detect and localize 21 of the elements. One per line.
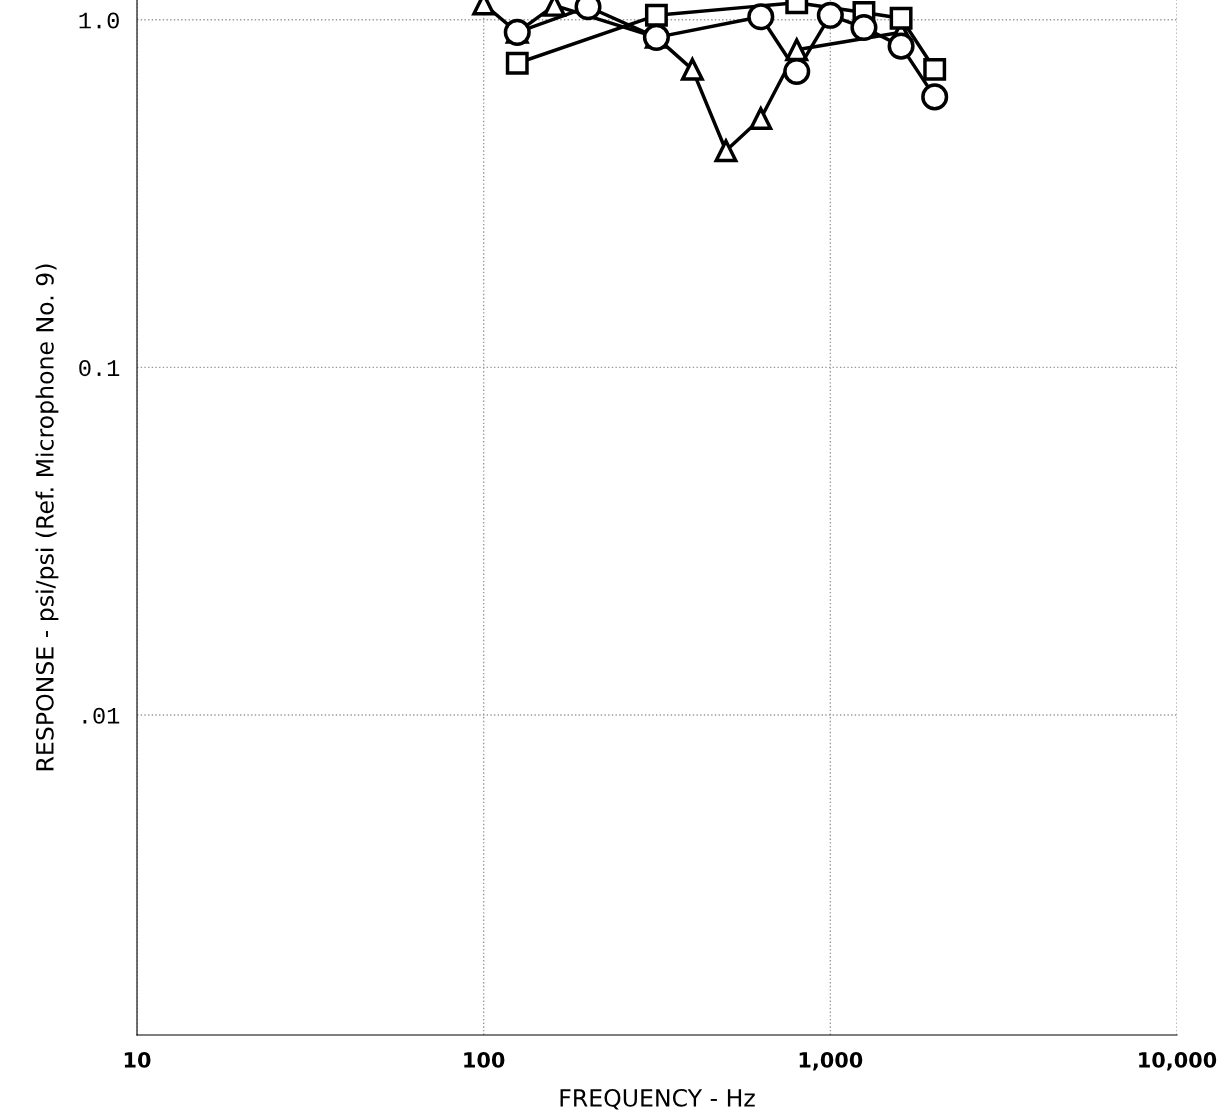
point [749, 107, 773, 130]
point [505, 51, 529, 75]
point [921, 83, 949, 111]
point [714, 139, 738, 163]
y-axis-title: RESPONSE - psi/psi (Ref. Microphone No. 9) [35, 264, 59, 771]
x-axis-title: FREQUENCY - Hz [560, 1088, 755, 1110]
y-tick-label: 0.1 [79, 360, 120, 377]
point [889, 6, 913, 30]
point [887, 32, 915, 60]
point [679, 55, 705, 81]
point [644, 3, 668, 27]
x-tick-label: 100 [464, 1052, 505, 1068]
y-tick-label: 1.0 [79, 12, 119, 29]
point [850, 13, 878, 42]
point [923, 57, 947, 81]
y-tick-label: .01 [83, 707, 120, 724]
x-tick-label: 1,000 [799, 1052, 863, 1071]
x-tick-label: 10,000 [1139, 1052, 1217, 1071]
point [747, 3, 775, 31]
x-tick-label: 10 [124, 1052, 151, 1068]
point [816, 1, 844, 29]
